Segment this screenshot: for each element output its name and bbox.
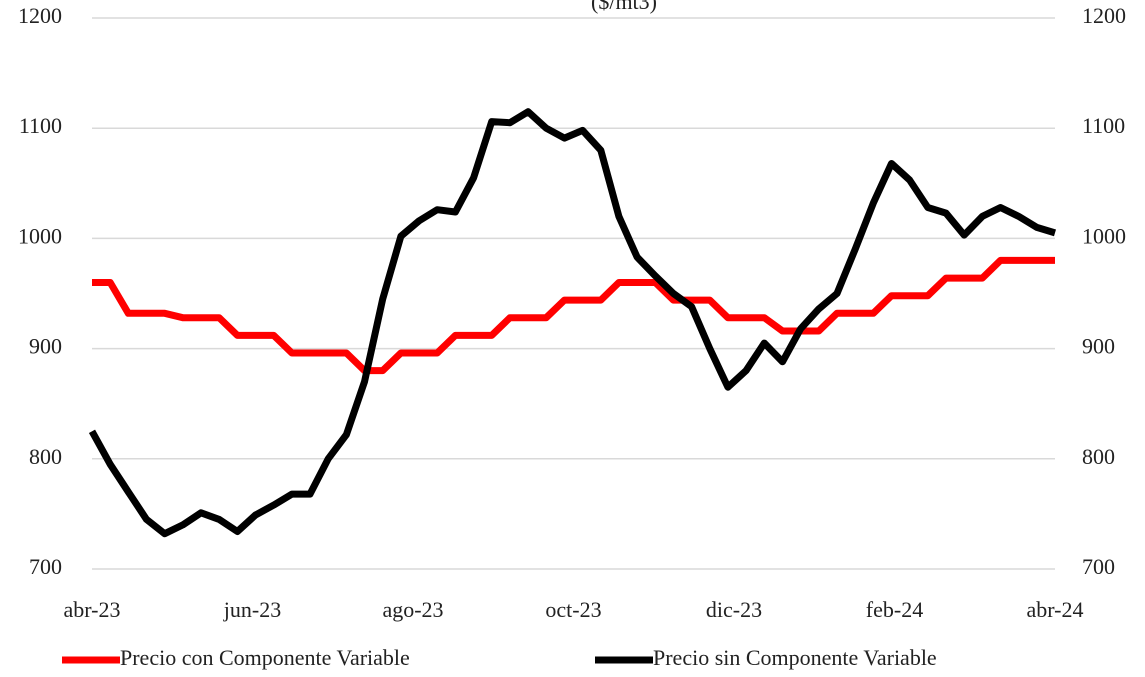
y2-tick-label: 1100 (1082, 113, 1125, 138)
y-tick-label: 700 (29, 554, 62, 579)
x-tick-label: abr-24 (1027, 597, 1084, 622)
y2-tick-label: 1200 (1082, 3, 1126, 28)
y-tick-label: 1200 (18, 3, 62, 28)
y-tick-label: 900 (29, 334, 62, 359)
legend-label: Precio con Componente Variable (120, 645, 410, 670)
x-tick-label: ago-23 (382, 597, 443, 622)
y-tick-label: 1000 (18, 223, 62, 248)
x-tick-label: oct-23 (545, 597, 601, 622)
x-tick-label: dic-23 (706, 597, 762, 622)
y2-tick-label: 900 (1082, 334, 1115, 359)
y2-tick-label: 1000 (1082, 223, 1126, 248)
y-tick-label: 800 (29, 444, 62, 469)
y2-tick-label: 700 (1082, 554, 1115, 579)
chart-title: ($/mt3) (591, 0, 657, 14)
series-line (92, 256, 1055, 375)
y-tick-label: 1100 (19, 113, 62, 138)
series-line (88, 108, 1057, 538)
x-tick-label: abr-23 (64, 597, 121, 622)
x-tick-label: feb-24 (866, 597, 923, 622)
y2-tick-label: 800 (1082, 444, 1115, 469)
x-tick-label: jun-23 (223, 597, 281, 622)
legend-label: Precio sin Componente Variable (653, 645, 937, 670)
